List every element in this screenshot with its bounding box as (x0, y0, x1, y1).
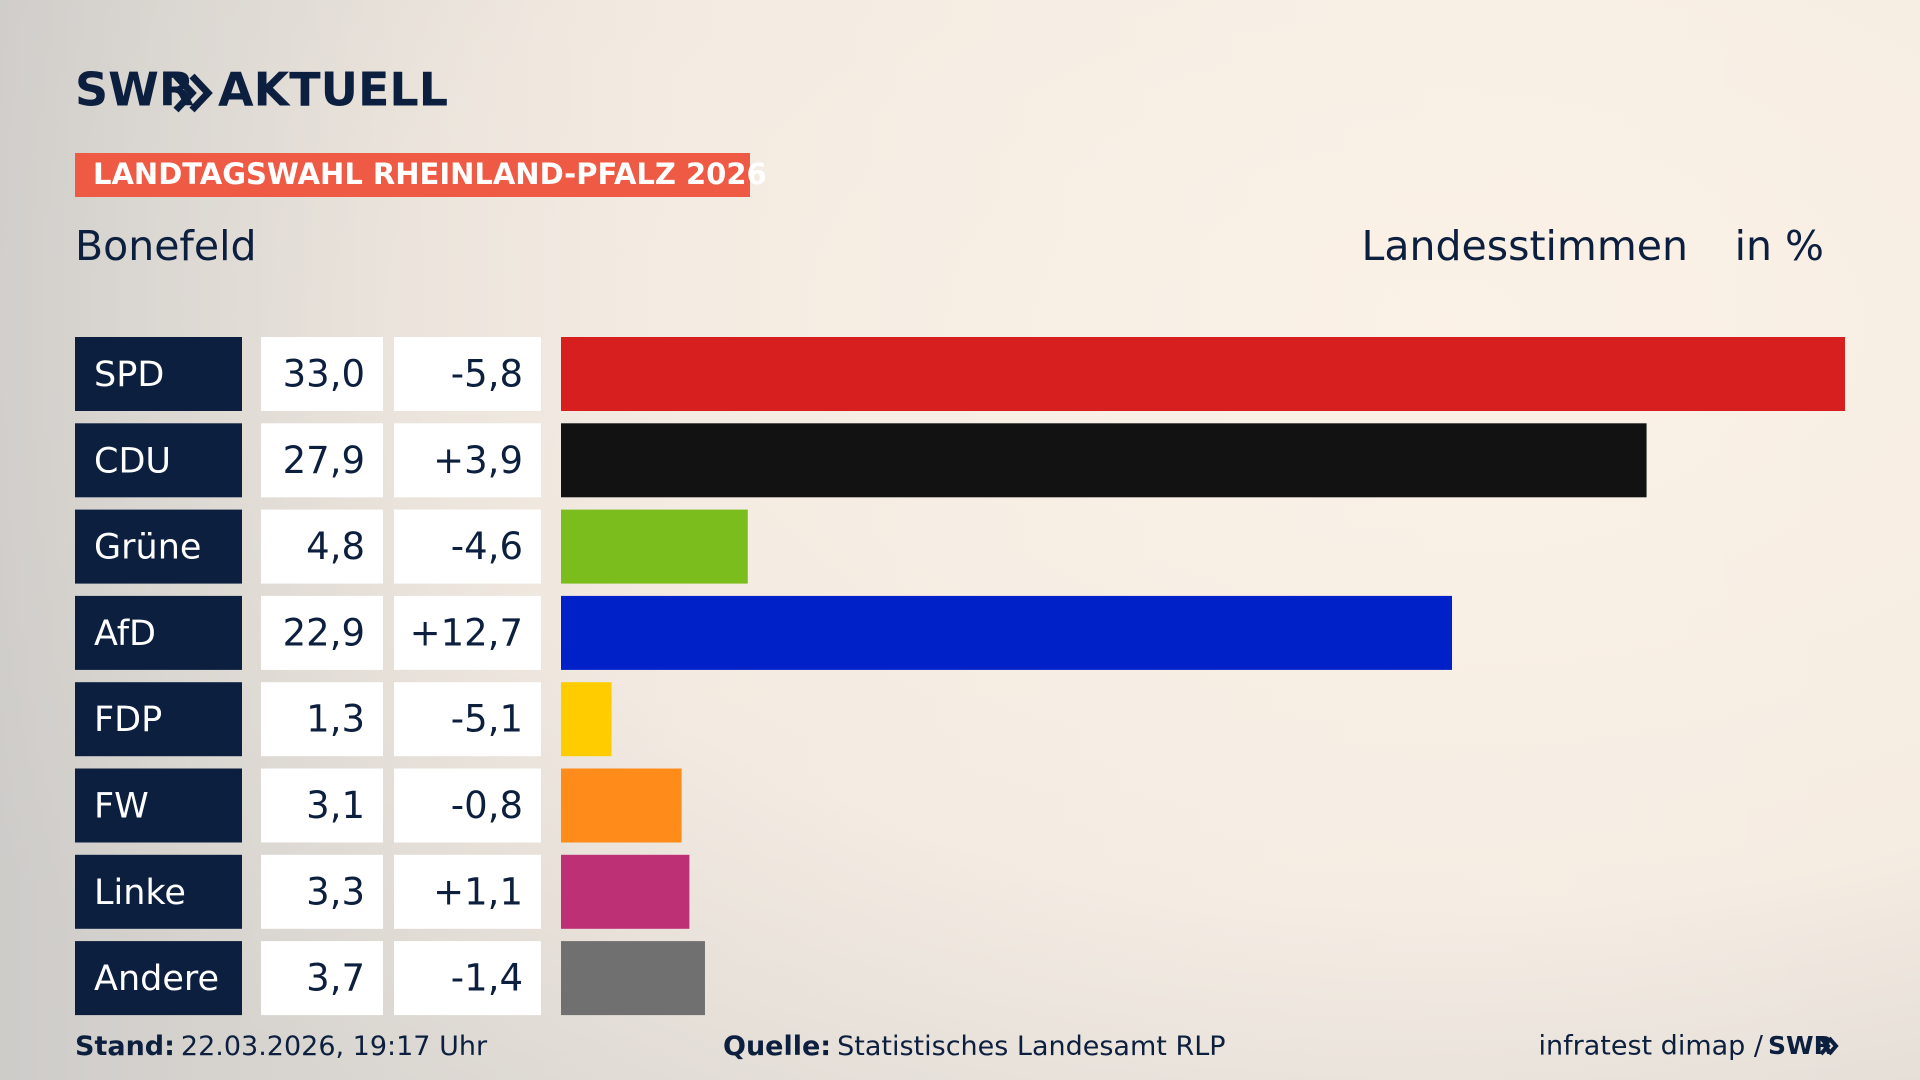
value-box (261, 768, 383, 843)
value-box (261, 941, 383, 1016)
party-label: Linke (94, 873, 186, 913)
change-label: -4,6 (451, 525, 523, 568)
source-label: Quelle: (723, 1031, 831, 1062)
change-label: +12,7 (410, 611, 523, 654)
party-label: Andere (94, 959, 219, 999)
value-label: 1,3 (306, 698, 365, 741)
footer: Stand: 22.03.2026, 19:17 Uhr Quelle: Stati… (75, 1031, 1839, 1062)
change-box (394, 941, 541, 1016)
change-box (394, 682, 541, 757)
change-label: +1,1 (433, 870, 523, 913)
bar (561, 423, 1647, 498)
source-value: Statistisches Landesamt RLP (837, 1031, 1225, 1062)
party-label: FW (94, 787, 149, 827)
change-label: -5,1 (451, 698, 523, 741)
value-label: 33,0 (283, 353, 365, 396)
credit: infratest dimap / (1538, 1031, 1763, 1062)
bar (561, 337, 1845, 411)
logo: SWR AKTUELL (75, 63, 448, 117)
value-label: 3,7 (306, 957, 365, 1000)
party-box (75, 595, 242, 670)
bar (561, 854, 690, 929)
bar (561, 509, 748, 584)
party-box (75, 768, 242, 843)
change-box (394, 509, 541, 584)
party-box (75, 941, 242, 1016)
title-badge (75, 153, 750, 197)
value-heading: Landesstimmen (1362, 222, 1688, 270)
party-label: Grüne (94, 528, 201, 568)
change-label: +3,9 (433, 439, 523, 482)
party-box (75, 682, 242, 757)
party-box (75, 337, 242, 411)
bar (561, 682, 612, 757)
change-box (394, 423, 541, 498)
change-label: -1,4 (451, 957, 523, 1000)
value-box (261, 854, 383, 929)
bar (561, 595, 1453, 670)
value-box (261, 423, 383, 498)
value-label: 22,9 (283, 611, 365, 654)
value-box (261, 682, 383, 757)
change-box (394, 337, 541, 411)
subtitle: Bonefeld (75, 222, 257, 270)
value-label: 27,9 (283, 439, 365, 482)
party-label: FDP (94, 700, 162, 740)
party-box (75, 423, 242, 498)
bar (561, 768, 682, 843)
stand-label: Stand: (75, 1031, 175, 1062)
party-box (75, 854, 242, 929)
value-box (261, 337, 383, 411)
credit-brand: SWR (1768, 1031, 1833, 1060)
logo-chevrons (173, 73, 213, 113)
party-label: CDU (94, 441, 171, 481)
source: Quelle: Statistisches Landesamt RLP (723, 1031, 1226, 1062)
value-label: 3,1 (306, 784, 365, 827)
credit-chevrons (1819, 1036, 1839, 1056)
unit: in % (1735, 222, 1824, 270)
party-label: AfD (94, 614, 156, 654)
logo-suffix: AKTUELL (218, 63, 448, 117)
change-box (394, 768, 541, 843)
change-label: -0,8 (451, 784, 523, 827)
chart-title: LANDTAGSWAHL RHEINLAND-PFALZ 2026 (93, 157, 767, 191)
value-label: 3,3 (306, 870, 365, 913)
party-label: SPD (94, 355, 164, 395)
stand-value: 22.03.2026, 19:17 Uhr (181, 1031, 488, 1062)
value-label: 4,8 (306, 525, 365, 568)
value-box (261, 595, 383, 670)
bar (561, 941, 705, 1016)
change-label: -5,8 (451, 353, 523, 396)
change-box (394, 854, 541, 929)
change-box (394, 595, 541, 670)
party-box (75, 509, 242, 584)
value-box (261, 509, 383, 584)
stand: Stand: 22.03.2026, 19:17 Uhr (75, 1031, 488, 1062)
